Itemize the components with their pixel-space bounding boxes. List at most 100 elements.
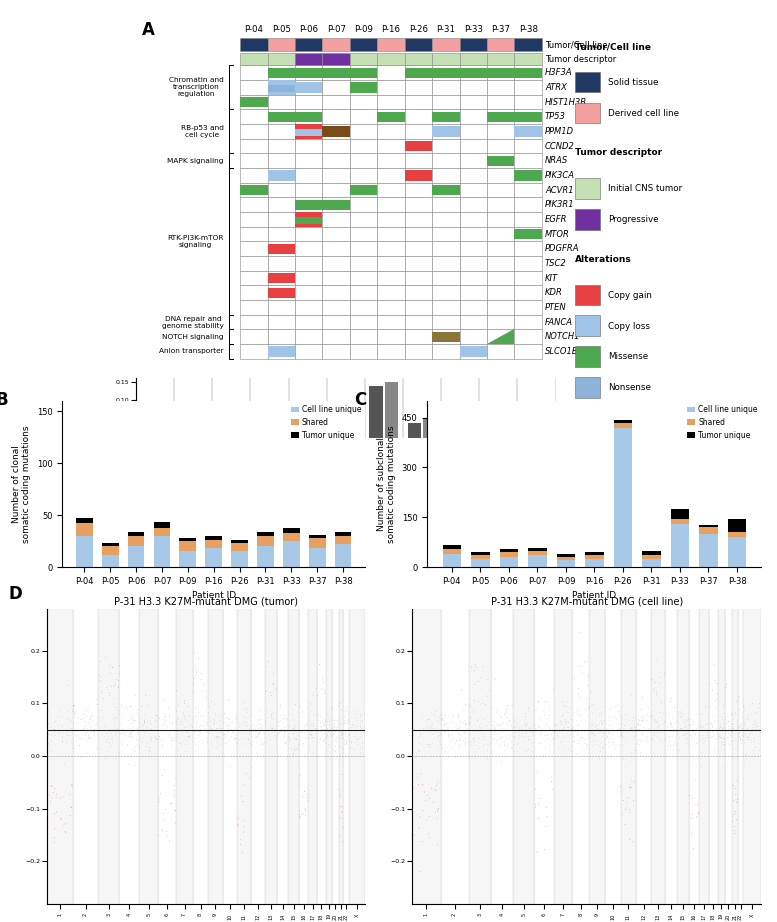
Point — [746, 725, 758, 739]
Bar — [240, 256, 267, 271]
Point — [502, 699, 514, 714]
Point — [156, 732, 169, 747]
Point — [96, 703, 108, 717]
Point — [559, 720, 571, 735]
Point — [166, 797, 178, 811]
Point — [336, 740, 349, 755]
Point — [417, 803, 430, 818]
Point — [52, 711, 64, 726]
Point — [68, 741, 81, 756]
Bar — [154, 536, 170, 567]
Point — [602, 735, 615, 750]
Point — [651, 715, 664, 729]
Point — [161, 824, 173, 839]
Bar — [176, 609, 193, 904]
Point — [557, 753, 570, 768]
Point — [602, 726, 615, 740]
Bar — [500, 552, 518, 557]
Point — [434, 728, 446, 743]
Point — [546, 732, 559, 747]
Point — [435, 707, 448, 722]
Point — [437, 714, 450, 728]
Point — [668, 715, 681, 730]
Bar — [267, 65, 295, 80]
Point — [695, 745, 708, 760]
Point — [305, 696, 317, 711]
Point — [681, 714, 693, 728]
Point — [150, 723, 162, 738]
Legend: Cell line unique, Shared, Tumor unique: Cell line unique, Shared, Tumor unique — [688, 405, 758, 440]
Point — [335, 703, 347, 717]
Point — [709, 735, 722, 750]
Point — [110, 725, 123, 739]
Point — [507, 708, 520, 723]
Bar — [405, 110, 432, 124]
Point — [331, 720, 343, 735]
Point — [413, 729, 425, 744]
Point — [326, 703, 339, 717]
Point — [92, 711, 104, 726]
Point — [131, 722, 144, 737]
Bar — [487, 168, 514, 183]
Point — [337, 716, 350, 731]
Point — [733, 720, 745, 735]
Bar — [459, 168, 487, 183]
Bar — [378, 110, 405, 124]
Point — [416, 707, 428, 722]
Point — [139, 688, 152, 703]
Point — [487, 717, 500, 732]
Point — [472, 741, 485, 756]
Point — [705, 716, 717, 731]
Bar — [267, 227, 295, 242]
Bar — [350, 67, 378, 77]
Point — [664, 738, 677, 752]
Point — [126, 724, 138, 739]
Point — [319, 734, 331, 749]
Point — [608, 710, 620, 725]
Point — [742, 712, 754, 727]
Point — [127, 720, 140, 735]
Point — [205, 702, 218, 716]
Point — [753, 696, 765, 711]
Point — [747, 723, 759, 738]
Point — [523, 732, 535, 747]
Point — [685, 728, 697, 743]
Bar — [487, 156, 514, 166]
Point — [342, 721, 354, 736]
Point — [294, 699, 306, 714]
Bar — [514, 138, 542, 153]
Point — [549, 725, 561, 739]
Text: Progressive: Progressive — [608, 215, 658, 224]
Point — [178, 696, 190, 711]
Point — [42, 736, 54, 751]
Point — [718, 732, 730, 747]
Point — [340, 733, 353, 748]
Point — [218, 715, 230, 730]
Point — [134, 710, 146, 725]
Point — [504, 729, 517, 744]
Point — [554, 723, 566, 738]
Point — [100, 734, 113, 749]
Bar — [575, 408, 601, 429]
Point — [297, 789, 309, 804]
Bar — [295, 138, 322, 153]
Point — [502, 703, 514, 717]
Point — [170, 683, 183, 698]
Point — [128, 742, 141, 757]
Point — [652, 726, 664, 740]
Point — [82, 733, 94, 748]
Point — [324, 739, 336, 753]
Point — [478, 712, 490, 727]
Point — [89, 717, 102, 732]
Point — [221, 736, 233, 751]
Point — [337, 821, 350, 835]
Point — [237, 715, 249, 729]
Point — [523, 733, 535, 748]
Point — [422, 712, 434, 727]
Point — [250, 746, 263, 761]
Point — [190, 665, 203, 680]
Point — [329, 743, 341, 758]
Point — [261, 710, 274, 725]
Point — [639, 709, 652, 724]
Point — [194, 726, 207, 740]
